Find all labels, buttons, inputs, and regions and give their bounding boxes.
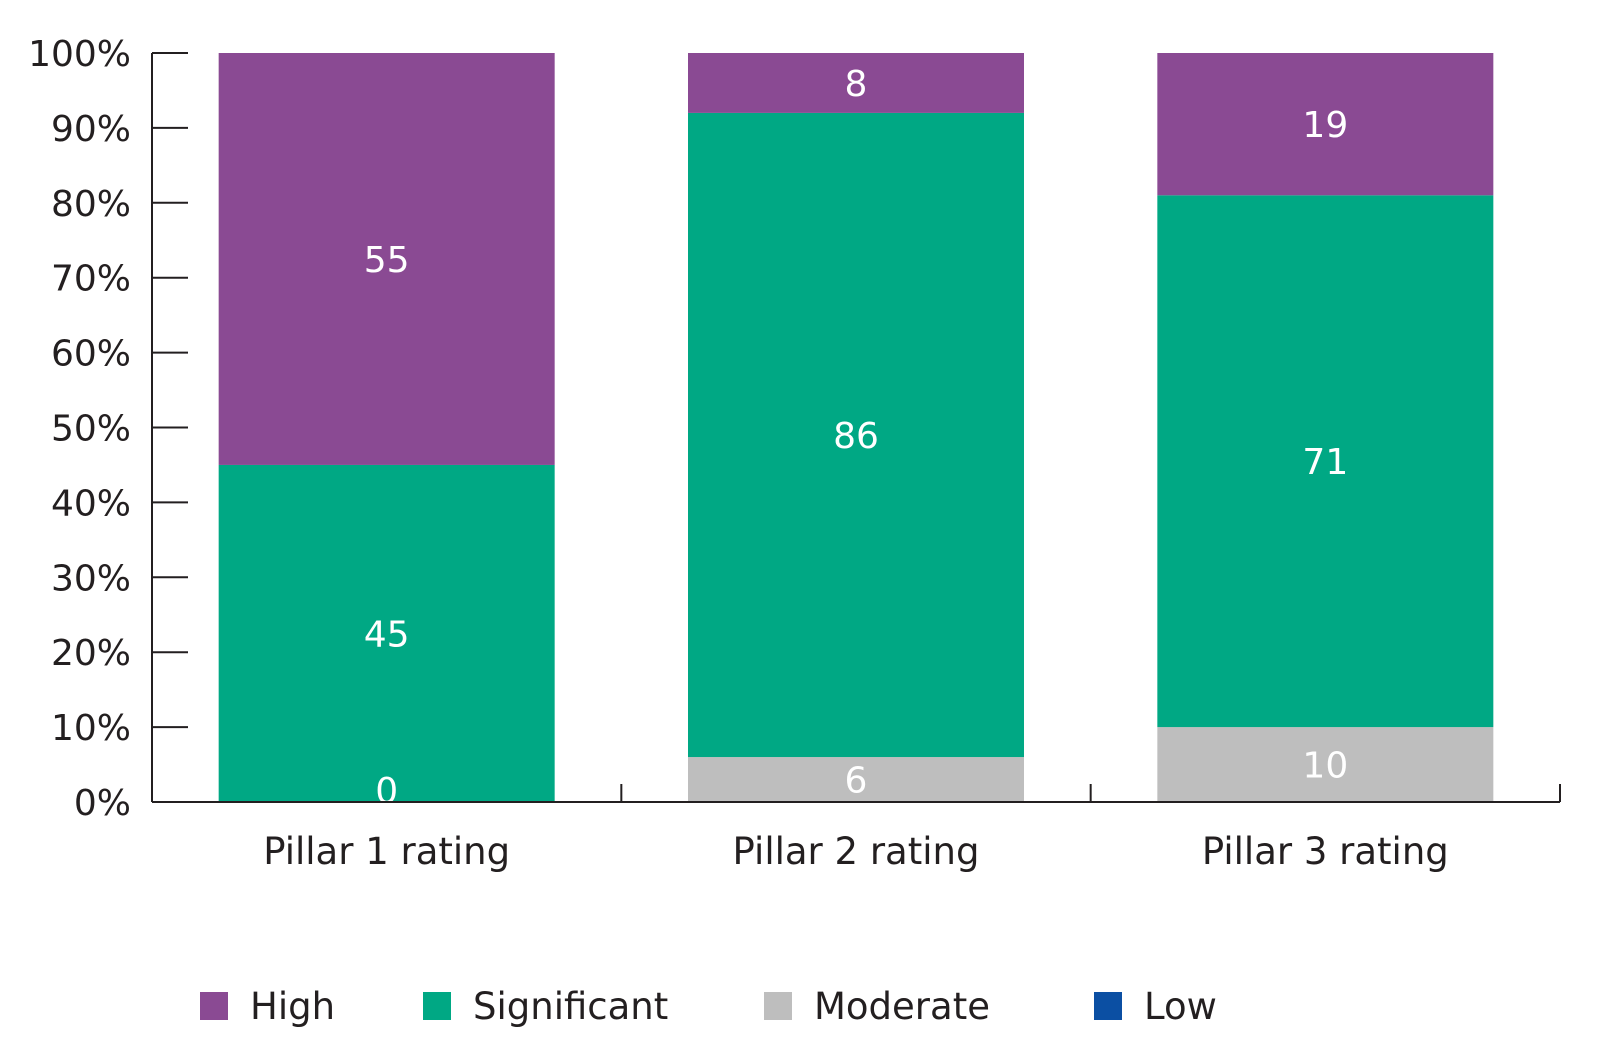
y-tick-label: 80% [51,184,131,225]
data-label-high: 8 [845,64,868,105]
y-tick-label: 60% [51,334,131,375]
bar-segment-moderate [688,757,1024,802]
bar-segment-significant [688,112,1024,758]
bar-segment-high [1157,53,1494,196]
legend-swatch-significant [423,992,451,1020]
legend-label-moderate: Moderate [814,985,990,1028]
y-tick-label: 70% [51,259,131,300]
legend-label-significant: Significant [473,985,668,1028]
data-label-moderate: 0 [375,771,398,812]
x-tick-label: Pillar 3 rating [1202,830,1449,873]
y-tick-label: 10% [51,708,131,749]
legend-swatch-high [200,992,228,1020]
bars-layer [218,53,1494,802]
data-label-moderate: 10 [1302,746,1348,787]
y-tick-label: 90% [51,109,131,150]
axes-layer: Pillar 1 rating Pillar 2 rating Pillar 3 r… [28,34,1561,873]
data-label-significant: 86 [833,416,879,457]
y-tick-label: 20% [51,633,131,674]
legend-swatch-moderate [764,992,792,1020]
bar-segment-significant [1157,195,1494,728]
data-label-significant: 45 [364,614,410,655]
y-tick-label: 0% [74,783,131,824]
bar-segment-moderate [1157,727,1494,802]
bar-segment-significant [218,464,555,802]
bar-segment-high [688,53,1024,113]
y-tick-label: 40% [51,483,131,524]
y-tick-label: 30% [51,558,131,599]
bar-segment-high [218,53,555,465]
data-label-significant: 71 [1302,442,1348,483]
bar-labels-layer: 0 45 55 6 86 8 10 71 19 [364,64,1348,812]
legend: High Significant Moderate Low [200,985,1217,1028]
x-tick-label: Pillar 1 rating [263,830,510,873]
y-tick-label: 50% [51,409,131,450]
x-tick-label: Pillar 2 rating [733,830,980,873]
data-label-high: 55 [364,240,410,281]
legend-label-high: High [250,985,335,1028]
data-label-moderate: 6 [845,761,868,802]
legend-label-low: Low [1144,985,1217,1028]
y-tick-label: 100% [28,34,131,75]
legend-swatch-low [1094,992,1122,1020]
data-label-high: 19 [1302,105,1348,146]
